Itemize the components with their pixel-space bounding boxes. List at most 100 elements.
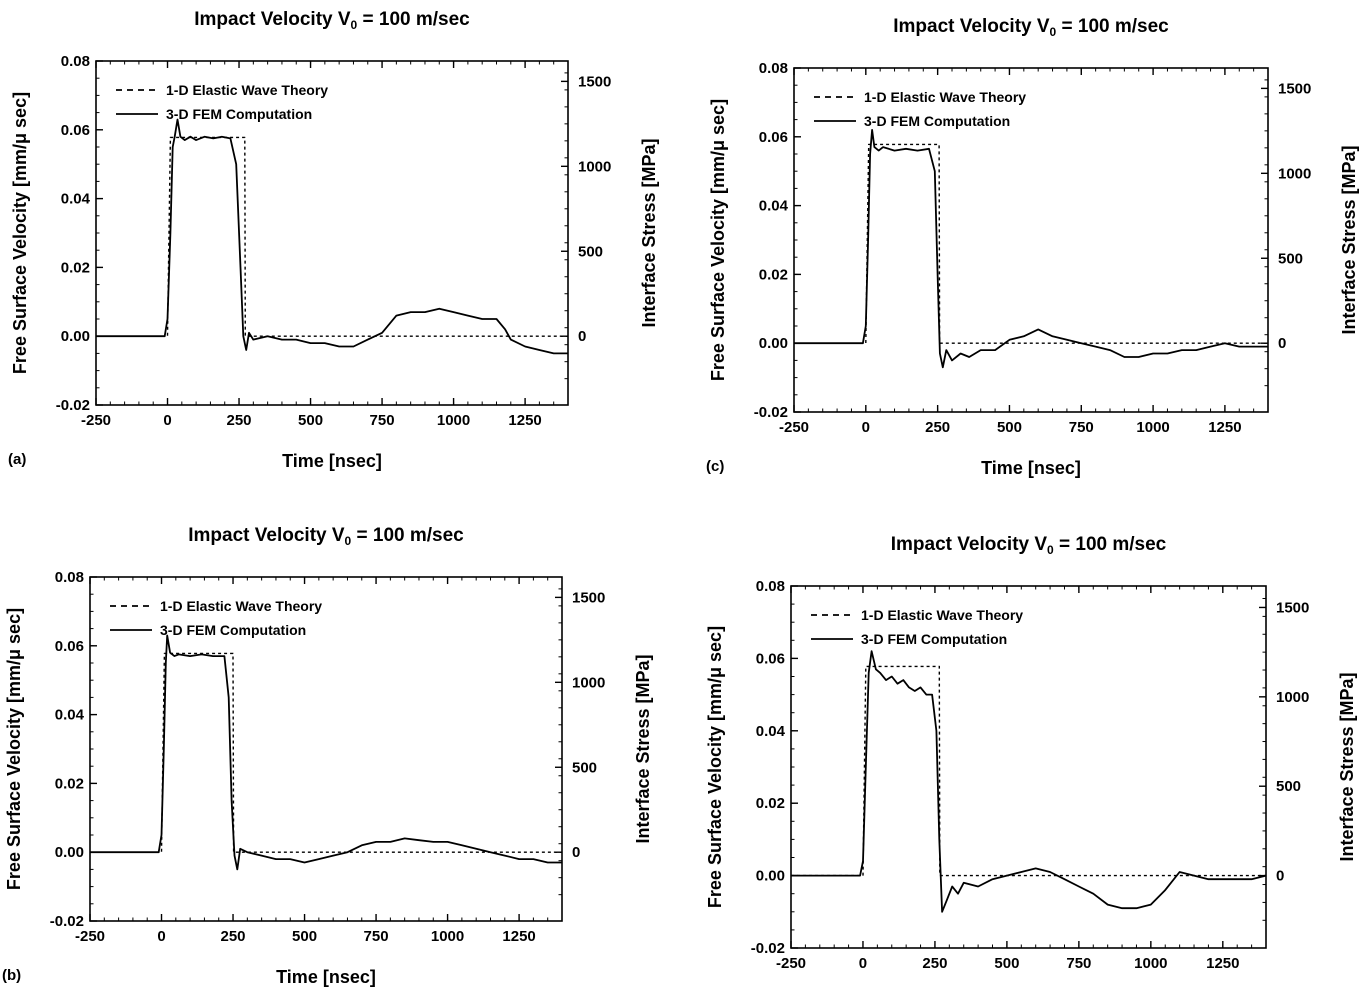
y2-axis-label: Interface Stress [MPa] [1339, 145, 1359, 334]
chart-panel: Impact Velocity V0 = 100 m/sec -250 0 250 50… [703, 534, 1357, 996]
y-tick-label: 0.06 [756, 650, 785, 667]
x-tick-label: 250 [925, 419, 950, 436]
y2-tick-label: 0 [572, 844, 580, 861]
x-tick-label: 0 [862, 419, 870, 436]
x-tick-label: 750 [1069, 419, 1094, 436]
series-line-3d-fem [794, 128, 1268, 369]
x-axis-label: Time [nsec] [276, 967, 376, 987]
x-tick-label: 250 [922, 955, 947, 972]
y2-axis-label: Interface Stress [MPa] [639, 138, 659, 327]
y2-tick-label: 500 [572, 759, 597, 776]
chart-title: Impact Velocity V0 = 100 m/sec [188, 525, 464, 548]
x-tick-label: 500 [997, 419, 1022, 436]
y-tick-label: 0.04 [61, 191, 91, 208]
chart-panel: Impact Velocity V0 = 100 m/sec -250 0 250 50… [706, 16, 1359, 478]
x-tick-label: 1000 [1136, 419, 1169, 436]
y-tick-label: 0.08 [759, 60, 788, 77]
x-tick-label: 0 [157, 928, 165, 945]
legend-label: 3-D FEM Computation [160, 622, 306, 638]
series-line-1d-theory [90, 652, 562, 853]
y2-tick-label: 0 [578, 328, 586, 345]
series-line-3d-fem [791, 650, 1267, 913]
y2-tick-label: 1000 [572, 674, 605, 691]
x-tick-label: -250 [779, 419, 809, 436]
series-line-1d-theory [96, 136, 568, 337]
legend-label: 1-D Elastic Wave Theory [861, 607, 1023, 623]
y-tick-label: -0.02 [754, 404, 788, 421]
y2-tick-label: 1500 [1278, 80, 1311, 97]
y-axis-label: Free Surface Velocity [mm/μ sec] [708, 99, 728, 381]
x-tick-label: 500 [298, 412, 323, 429]
series-line-1d-theory [794, 143, 1268, 344]
y-tick-label: 0.06 [759, 129, 788, 146]
x-tick-label: 0 [163, 412, 171, 429]
y2-tick-label: 1000 [1276, 689, 1309, 706]
x-tick-label: 1000 [1134, 955, 1167, 972]
y-tick-label: 0.04 [759, 198, 789, 215]
x-tick-label: 1250 [508, 412, 541, 429]
x-tick-label: 750 [370, 412, 395, 429]
y2-tick-label: 500 [578, 243, 603, 260]
legend-label: 3-D FEM Computation [864, 113, 1010, 129]
chart-title: Impact Velocity V0 = 100 m/sec [194, 9, 470, 32]
legend-label: 3-D FEM Computation [166, 106, 312, 122]
y2-tick-label: 1500 [572, 589, 605, 606]
y-axis-label: Free Surface Velocity [mm/μ sec] [4, 608, 24, 890]
x-tick-label: 1250 [1206, 955, 1239, 972]
y-tick-label: 0.04 [756, 723, 786, 740]
x-tick-label: 250 [221, 928, 246, 945]
x-tick-label: 1000 [431, 928, 464, 945]
y-tick-label: 0.06 [55, 638, 84, 655]
y-tick-label: 0.08 [61, 53, 90, 70]
y2-tick-label: 1000 [1278, 165, 1311, 182]
y-tick-label: 0.02 [759, 266, 788, 283]
y-tick-label: 0.02 [55, 775, 84, 792]
y-axis-label: Free Surface Velocity [mm/μ sec] [705, 626, 725, 908]
y-tick-label: 0.08 [756, 578, 785, 595]
y2-tick-label: 0 [1276, 868, 1284, 885]
panel-label: (c) [706, 458, 724, 475]
x-tick-label: 0 [859, 955, 867, 972]
chart-panel: Impact Velocity V0 = 100 m/sec -250 0 250 50… [2, 525, 653, 987]
y-tick-label: 0.08 [55, 569, 84, 586]
series-line-3d-fem [90, 634, 562, 871]
legend-label: 1-D Elastic Wave Theory [166, 82, 328, 98]
x-tick-label: -250 [75, 928, 105, 945]
y2-tick-label: 1500 [578, 73, 611, 90]
y-tick-label: 0.04 [55, 707, 85, 724]
y-tick-label: 0.02 [61, 259, 90, 276]
panel-label: (a) [8, 451, 26, 468]
y-axis-label: Free Surface Velocity [mm/μ sec] [10, 92, 30, 374]
x-axis-label: Time [nsec] [981, 458, 1081, 478]
legend-label: 3-D FEM Computation [861, 631, 1007, 647]
x-tick-label: 750 [364, 928, 389, 945]
y-tick-label: 0.00 [756, 868, 785, 885]
x-tick-label: -250 [81, 412, 111, 429]
y2-tick-label: 0 [1278, 335, 1286, 352]
y-tick-label: 0.00 [55, 844, 84, 861]
x-axis-label: Time [nsec] [282, 451, 382, 471]
x-tick-label: -250 [776, 955, 806, 972]
x-tick-label: 750 [1066, 955, 1091, 972]
x-tick-label: 1250 [502, 928, 535, 945]
chart-title: Impact Velocity V0 = 100 m/sec [893, 16, 1169, 39]
x-tick-label: 1000 [437, 412, 470, 429]
legend-label: 1-D Elastic Wave Theory [160, 598, 322, 614]
y2-tick-label: 500 [1276, 778, 1301, 795]
y-tick-label: -0.02 [56, 397, 90, 414]
series-line-3d-fem [96, 118, 568, 355]
chart-panel: Impact Velocity V0 = 100 m/sec -250 0 250 50… [8, 9, 659, 471]
x-tick-label: 1250 [1208, 419, 1241, 436]
series-line-1d-theory [791, 665, 1266, 877]
y2-tick-label: 1000 [578, 158, 611, 175]
y-tick-label: -0.02 [50, 913, 84, 930]
x-tick-label: 250 [227, 412, 252, 429]
y-tick-label: -0.02 [751, 940, 785, 957]
x-axis-label: Time [nsec] [979, 994, 1079, 996]
y-tick-label: 0.00 [759, 335, 788, 352]
y-tick-label: 0.06 [61, 122, 90, 139]
x-tick-label: 500 [292, 928, 317, 945]
y-tick-label: 0.00 [61, 328, 90, 345]
panel-label: (b) [2, 967, 21, 984]
